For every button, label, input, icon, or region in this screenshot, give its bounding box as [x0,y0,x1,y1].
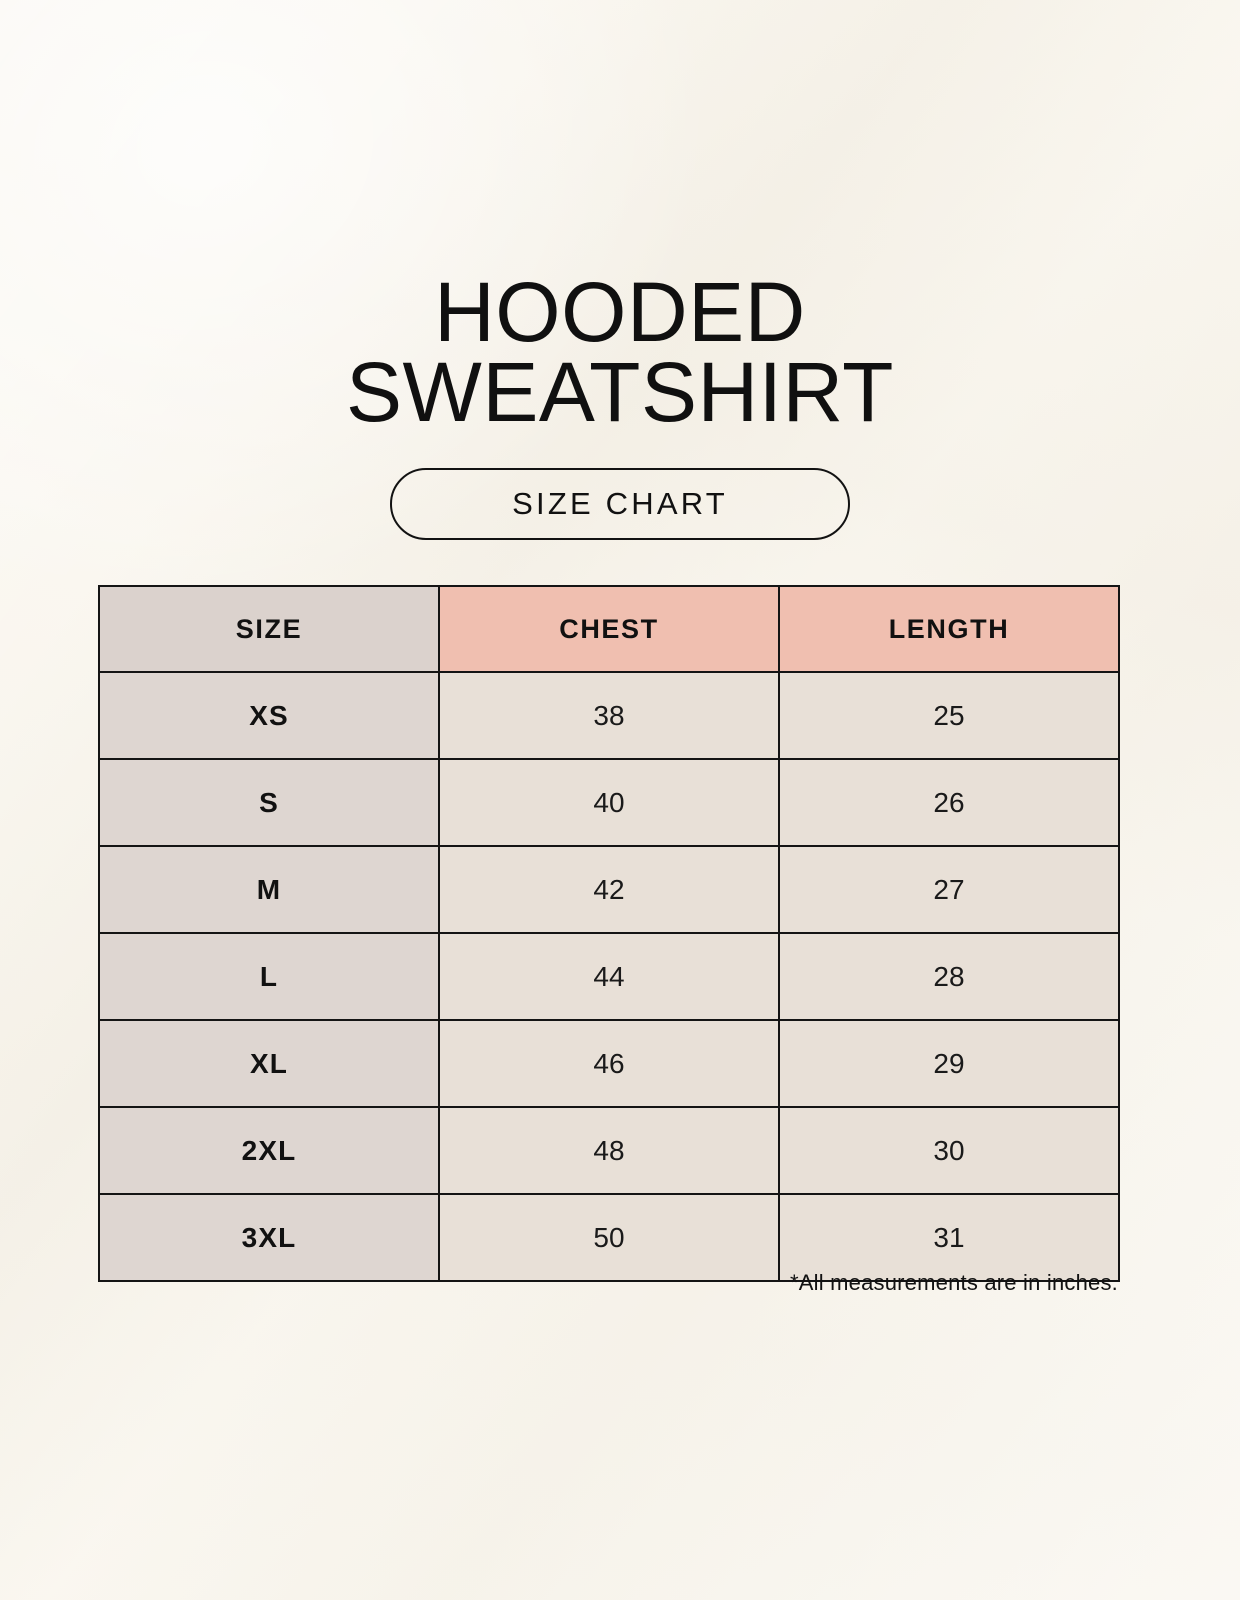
table-row: 2XL 48 30 [98,1106,1120,1195]
cell-chest: 50 [438,1193,780,1282]
page-title: HOODED SWEATSHIRT [0,265,1240,439]
table-row: L 44 28 [98,932,1120,1021]
size-chart-badge-container: SIZE CHART [0,468,1240,540]
cell-size: M [98,845,440,934]
cell-chest: 48 [438,1106,780,1195]
table-row: M 42 27 [98,845,1120,934]
measurement-units-note: *All measurements are in inches. [790,1270,1118,1295]
cell-length: 27 [778,845,1120,934]
cell-size: 2XL [98,1106,440,1195]
cell-chest: 42 [438,845,780,934]
size-table-head: SIZE CHEST LENGTH [98,585,1120,673]
table-row: XS 38 25 [98,671,1120,760]
cell-chest: 40 [438,758,780,847]
title-line-1: HOODED [434,265,806,359]
cell-length: 25 [778,671,1120,760]
cell-length: 31 [778,1193,1120,1282]
cell-size: XL [98,1019,440,1108]
size-chart-badge: SIZE CHART [390,468,850,540]
cell-length: 28 [778,932,1120,1021]
cell-chest: 46 [438,1019,780,1108]
cell-chest: 44 [438,932,780,1021]
title-line-2: SWEATSHIRT [346,345,894,439]
size-table-body: XS 38 25 S 40 26 M 42 27 L 44 28 [98,671,1120,1282]
cell-size: S [98,758,440,847]
cell-chest: 38 [438,671,780,760]
column-header-chest: CHEST [438,585,780,673]
table-row: XL 46 29 [98,1019,1120,1108]
cell-length: 30 [778,1106,1120,1195]
cell-size: L [98,932,440,1021]
size-table: SIZE CHEST LENGTH XS 38 25 S 40 26 M [98,585,1120,1282]
cell-length: 26 [778,758,1120,847]
cell-length: 29 [778,1019,1120,1108]
table-header-row: SIZE CHEST LENGTH [98,585,1120,673]
column-header-length: LENGTH [778,585,1120,673]
table-row: 3XL 50 31 [98,1193,1120,1282]
cell-size: 3XL [98,1193,440,1282]
size-chart-badge-label: SIZE CHART [512,486,728,521]
cell-size: XS [98,671,440,760]
column-header-size: SIZE [98,585,440,673]
size-table-container: SIZE CHEST LENGTH XS 38 25 S 40 26 M [98,585,1120,1282]
table-row: S 40 26 [98,758,1120,847]
